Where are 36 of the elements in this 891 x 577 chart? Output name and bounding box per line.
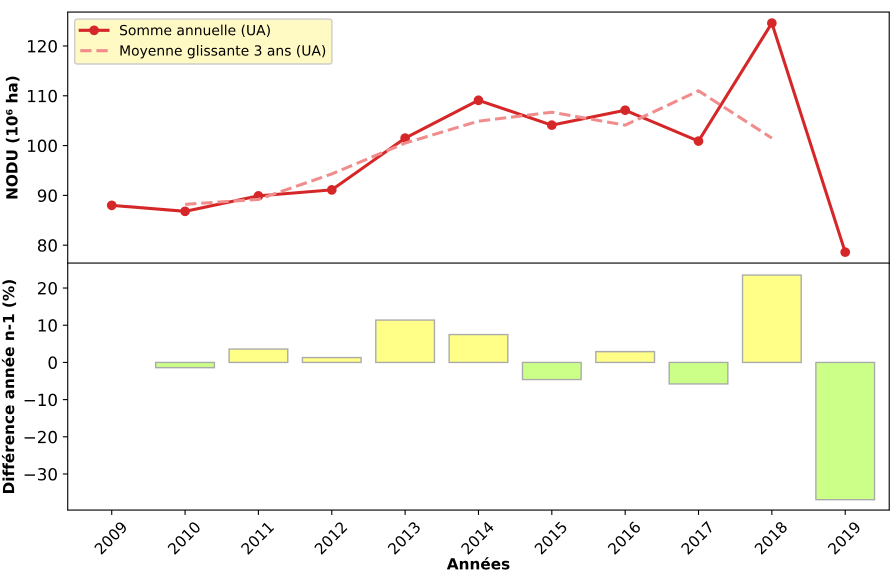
point [620, 105, 630, 116]
line-series [184, 89, 774, 206]
x-axis-title: Années [446, 557, 510, 570]
bar [815, 362, 876, 500]
bar [742, 274, 802, 364]
bar [228, 348, 288, 364]
y-tick-label: −10 [24, 394, 57, 406]
point [767, 18, 777, 28]
point [840, 247, 850, 258]
point [106, 200, 117, 210]
point [474, 95, 484, 106]
bar [522, 362, 582, 380]
y-tick-label: 80 [38, 239, 57, 252]
y-axis-title: Différence année n-1 (%) [2, 280, 16, 493]
point [694, 136, 704, 146]
y-tick-label: 20 [38, 282, 57, 295]
bar [595, 350, 656, 364]
y-tick-label: −30 [24, 468, 57, 481]
y-tick-label: −20 [24, 430, 57, 444]
y-tick-label: 120 [28, 40, 57, 53]
bar [668, 362, 729, 385]
y-tick-label: 110 [28, 90, 57, 102]
y-tick-label: 100 [28, 140, 57, 152]
legend-label: Somme annuelle (UA) [120, 24, 270, 37]
point [180, 206, 190, 216]
point [326, 185, 337, 195]
y-tick-label: 0 [48, 356, 57, 369]
legend-label: Moyenne glissante 3 ans (UA) [120, 45, 326, 58]
y-tick-label: 10 [38, 319, 57, 332]
bar [375, 319, 436, 364]
bar [155, 362, 216, 368]
bar [448, 334, 508, 364]
point [546, 120, 557, 130]
bar [302, 356, 362, 364]
y-axis-title: NODU (10⁶ ha) [6, 76, 20, 199]
y-tick-label: 90 [38, 189, 57, 202]
